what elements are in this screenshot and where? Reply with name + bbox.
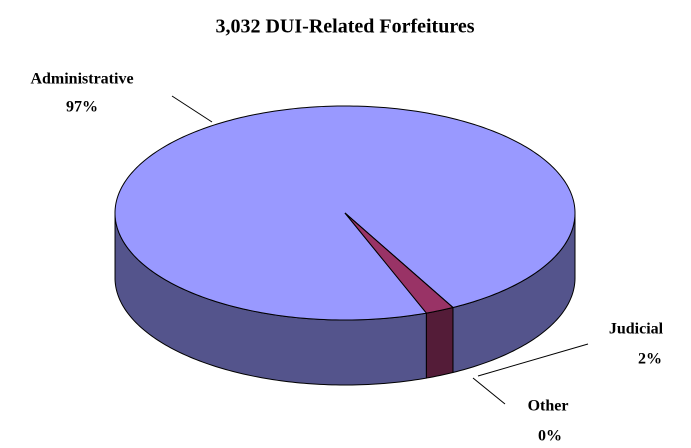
slice-label: Administrative [30,71,133,88]
leader-line [477,343,589,377]
value-label: 2% [638,351,662,368]
value-label: 0% [538,428,562,445]
value-label: 97% [66,99,98,116]
slice-side [425,306,454,379]
slice [344,212,455,314]
slice [344,212,454,308]
leader-line [472,377,506,405]
slice-label: Judicial [609,321,664,338]
chart-title: 3,032 DUI-Related Forfeitures [215,16,474,38]
slice-label: Other [528,398,569,415]
leader-line [171,95,213,123]
